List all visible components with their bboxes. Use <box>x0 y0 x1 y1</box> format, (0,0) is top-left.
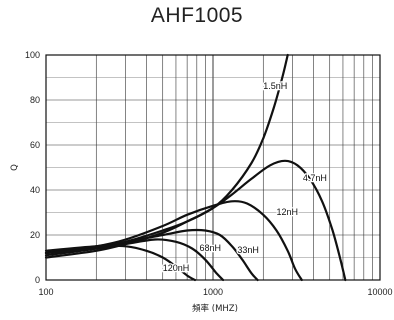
y-axis-label: Q <box>10 164 20 171</box>
curve-label-120nh: 120nH <box>163 263 190 273</box>
curve-labels: 1.5nH 4.7nH 12nH 33nH 68nH 120nH <box>161 80 328 275</box>
x-tick-label: 100 <box>38 287 53 297</box>
series-line-12nh <box>44 200 303 282</box>
y-tick-label: 20 <box>30 230 40 240</box>
y-tick-label: 80 <box>30 95 40 105</box>
series-line-33nh <box>44 228 259 282</box>
tick-labels: 0 20 40 60 80 100 100 1000 10000 <box>25 50 393 297</box>
x-tick-label: 1000 <box>203 287 223 297</box>
curve-label-1-5nh: 1.5nH <box>263 81 287 91</box>
y-tick-label: 0 <box>35 275 40 285</box>
curve-label-68nh: 68nH <box>199 243 221 253</box>
curve-label-4-7nh: 4.7nH <box>303 173 327 183</box>
grid <box>46 55 380 280</box>
series-line-1-5nh <box>44 53 289 259</box>
curve-label-33nh: 33nH <box>237 245 259 255</box>
y-tick-label: 60 <box>30 140 40 150</box>
series-line-120nh <box>44 244 197 282</box>
series-line-68nh <box>44 238 225 282</box>
chart-title: AHF1005 <box>150 4 244 27</box>
curve-label-12nh: 12nH <box>276 207 298 217</box>
series-line-4-7nh <box>44 159 347 282</box>
y-tick-label: 40 <box>30 185 40 195</box>
y-tick-label: 100 <box>25 50 40 60</box>
x-tick-label: 10000 <box>367 287 392 297</box>
plot-frame <box>45 54 381 281</box>
x-axis-label: 頻率 (MHZ) <box>192 303 238 314</box>
curves <box>44 53 347 282</box>
